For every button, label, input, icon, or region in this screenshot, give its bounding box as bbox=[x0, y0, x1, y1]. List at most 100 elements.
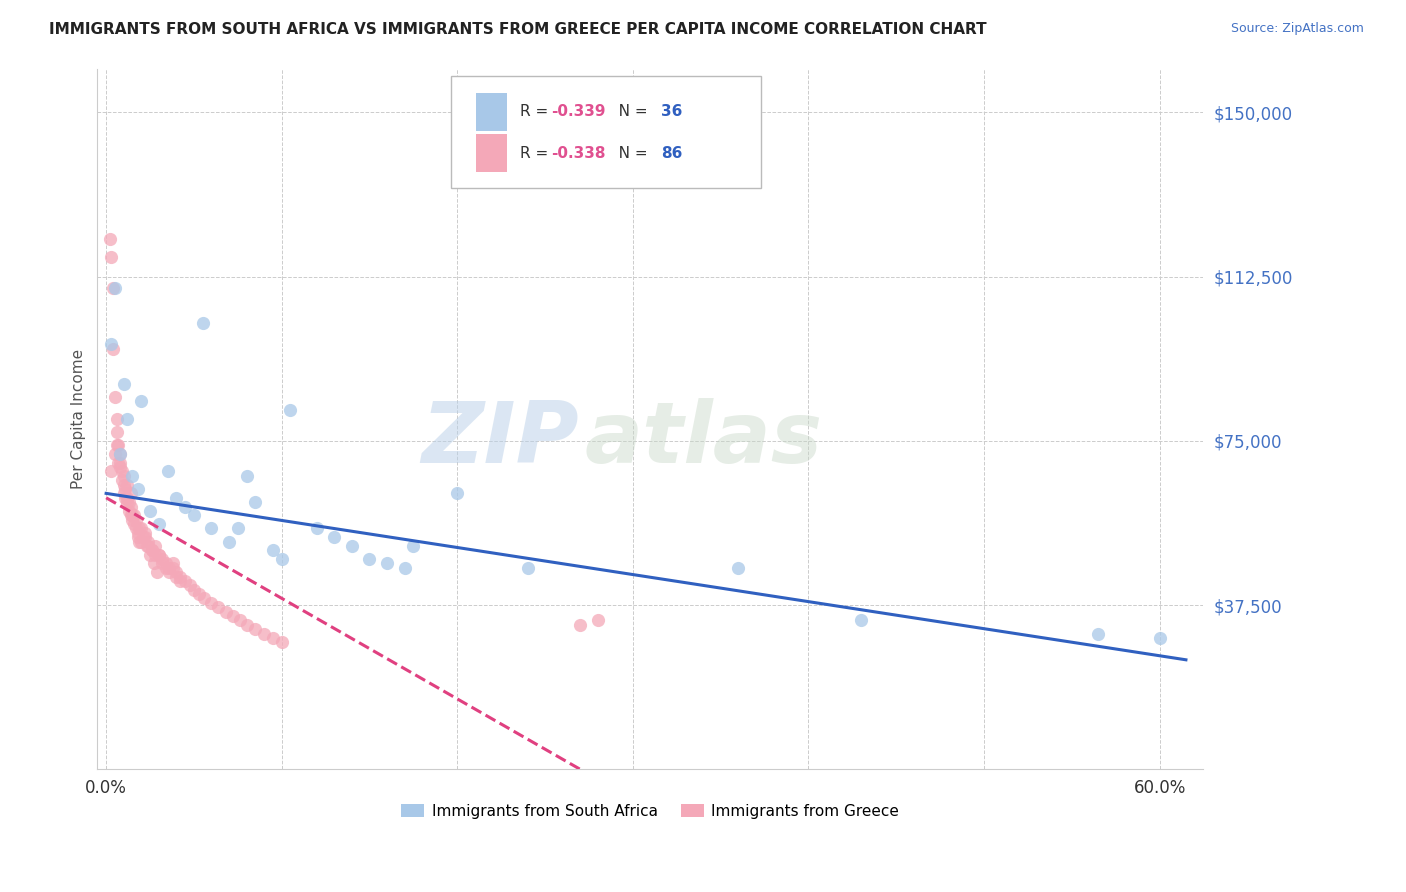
Text: atlas: atlas bbox=[583, 399, 823, 482]
Point bbox=[394, 561, 416, 575]
Point bbox=[148, 548, 170, 562]
Point bbox=[125, 521, 148, 535]
Point bbox=[118, 504, 141, 518]
Point bbox=[139, 548, 162, 562]
Point bbox=[174, 500, 197, 514]
Point bbox=[128, 521, 150, 535]
Point bbox=[141, 543, 163, 558]
Y-axis label: Per Capita Income: Per Capita Income bbox=[72, 349, 86, 489]
Point bbox=[359, 552, 381, 566]
Point bbox=[100, 465, 122, 479]
Point bbox=[569, 617, 592, 632]
Point bbox=[115, 477, 138, 491]
Bar bbox=[475, 93, 506, 131]
Point bbox=[115, 412, 138, 426]
Point bbox=[235, 617, 257, 632]
Point bbox=[127, 525, 149, 540]
Point bbox=[127, 530, 149, 544]
Text: R =: R = bbox=[520, 145, 553, 161]
Point bbox=[114, 482, 136, 496]
Point bbox=[280, 403, 302, 417]
Text: N =: N = bbox=[605, 145, 652, 161]
Point bbox=[101, 280, 124, 294]
Point bbox=[165, 569, 187, 583]
Point bbox=[135, 539, 157, 553]
Point bbox=[193, 591, 215, 606]
Point bbox=[183, 582, 205, 597]
Point bbox=[402, 539, 425, 553]
Point bbox=[262, 631, 284, 645]
Point bbox=[162, 557, 184, 571]
Point bbox=[270, 552, 292, 566]
Text: -0.339: -0.339 bbox=[551, 104, 606, 120]
Point bbox=[115, 491, 138, 505]
Point bbox=[134, 525, 156, 540]
Point bbox=[112, 376, 135, 391]
Point bbox=[305, 521, 328, 535]
Legend: Immigrants from South Africa, Immigrants from Greece: Immigrants from South Africa, Immigrants… bbox=[395, 797, 905, 825]
Point bbox=[101, 342, 124, 356]
Point bbox=[162, 561, 184, 575]
Point bbox=[120, 500, 142, 514]
Point bbox=[143, 539, 166, 553]
Point bbox=[122, 508, 145, 523]
Point bbox=[191, 316, 214, 330]
Text: 86: 86 bbox=[661, 145, 683, 161]
Point bbox=[270, 635, 292, 649]
Point bbox=[136, 539, 159, 553]
Point bbox=[446, 486, 468, 500]
Point bbox=[174, 574, 197, 588]
Point bbox=[156, 465, 179, 479]
Point bbox=[100, 250, 122, 264]
Point bbox=[104, 447, 127, 461]
Bar bbox=[475, 134, 506, 172]
Point bbox=[98, 232, 121, 246]
Text: N =: N = bbox=[605, 104, 652, 120]
Point bbox=[586, 614, 609, 628]
Point bbox=[148, 516, 170, 531]
Point bbox=[129, 521, 152, 535]
Point bbox=[375, 557, 398, 571]
FancyBboxPatch shape bbox=[451, 76, 761, 187]
Point bbox=[120, 486, 142, 500]
Point bbox=[121, 508, 143, 523]
Point bbox=[340, 539, 363, 553]
Point bbox=[118, 495, 141, 509]
Point bbox=[129, 394, 152, 409]
Point bbox=[157, 561, 180, 575]
Point bbox=[165, 491, 187, 505]
Point bbox=[104, 280, 127, 294]
Point bbox=[105, 438, 128, 452]
Point bbox=[1149, 631, 1171, 645]
Point bbox=[253, 626, 276, 640]
Point bbox=[228, 614, 250, 628]
Point bbox=[179, 578, 201, 592]
Point bbox=[121, 468, 143, 483]
Point bbox=[221, 609, 243, 624]
Text: 36: 36 bbox=[661, 104, 683, 120]
Text: Source: ZipAtlas.com: Source: ZipAtlas.com bbox=[1230, 22, 1364, 36]
Point bbox=[169, 569, 191, 583]
Text: IMMIGRANTS FROM SOUTH AFRICA VS IMMIGRANTS FROM GREECE PER CAPITA INCOME CORRELA: IMMIGRANTS FROM SOUTH AFRICA VS IMMIGRAN… bbox=[49, 22, 987, 37]
Point bbox=[148, 548, 170, 562]
Point bbox=[112, 486, 135, 500]
Point bbox=[323, 530, 346, 544]
Point bbox=[245, 622, 267, 636]
Text: -0.338: -0.338 bbox=[551, 145, 606, 161]
Point bbox=[188, 587, 211, 601]
Point bbox=[105, 412, 128, 426]
Point bbox=[155, 561, 177, 575]
Point bbox=[108, 456, 131, 470]
Point bbox=[136, 534, 159, 549]
Point bbox=[183, 508, 205, 523]
Point bbox=[200, 596, 222, 610]
Point bbox=[114, 491, 136, 505]
Point bbox=[111, 465, 134, 479]
Point bbox=[516, 561, 538, 575]
Point bbox=[128, 534, 150, 549]
Point bbox=[111, 473, 134, 487]
Point bbox=[262, 543, 284, 558]
Text: R =: R = bbox=[520, 104, 553, 120]
Point bbox=[125, 513, 148, 527]
Point bbox=[150, 552, 173, 566]
